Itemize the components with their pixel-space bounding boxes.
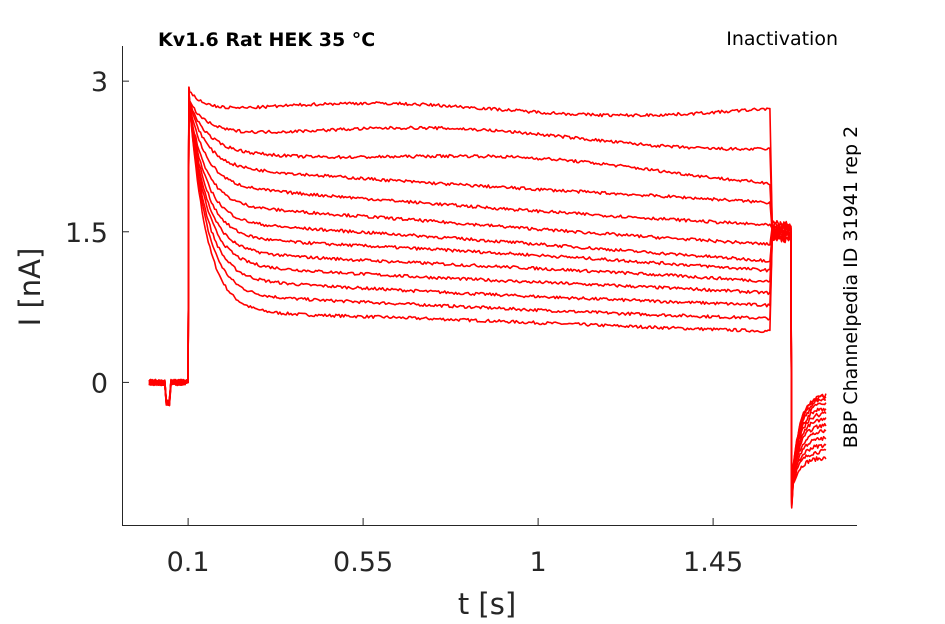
x-tick-label: 1.45 <box>683 547 743 578</box>
ticks: 0.1 0.55 1 1.45 0 1.5 3 <box>65 67 743 578</box>
current-trace <box>148 92 827 506</box>
current-trace <box>148 86 827 495</box>
plot-traces <box>148 86 827 509</box>
y-tick-label: 0 <box>91 368 108 399</box>
current-trace <box>148 96 827 498</box>
side-note: BBP Channelpedia ID 31941 rep 2 <box>840 126 862 448</box>
x-tick-label: 0.55 <box>333 547 393 578</box>
y-axis-label: I [nA] <box>13 248 47 327</box>
y-tick-label: 1.5 <box>65 218 108 249</box>
current-trace <box>148 92 827 496</box>
current-trace <box>149 90 827 507</box>
x-axis-label: t [s] <box>458 587 516 621</box>
current-trace <box>148 86 827 509</box>
current-trace <box>148 94 827 504</box>
y-tick-label: 3 <box>91 67 108 98</box>
chart-subtitle: Inactivation <box>726 28 838 50</box>
x-tick-label: 1 <box>530 547 547 578</box>
x-tick-label: 0.1 <box>167 547 210 578</box>
current-trace <box>148 94 827 497</box>
axes <box>122 46 857 526</box>
current-trace <box>148 100 827 501</box>
current-trace <box>148 98 827 502</box>
current-trace <box>148 96 827 503</box>
current-trace <box>149 88 827 508</box>
current-trace <box>148 98 827 500</box>
chart-title: Kv1.6 Rat HEK 35 °C <box>158 29 375 51</box>
